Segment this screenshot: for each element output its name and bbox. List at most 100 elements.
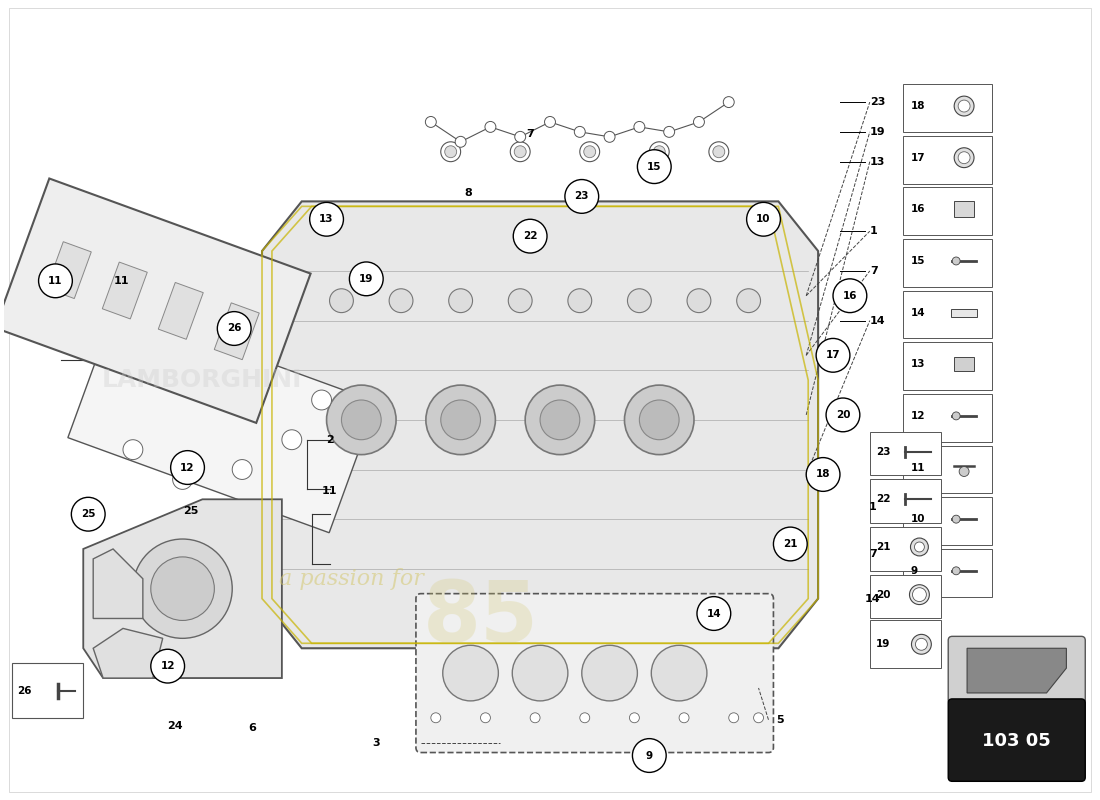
Text: 17: 17	[911, 153, 925, 162]
Text: 16: 16	[911, 204, 925, 214]
Circle shape	[953, 515, 960, 523]
Circle shape	[232, 459, 252, 479]
Circle shape	[953, 412, 960, 420]
Text: 20: 20	[836, 410, 850, 420]
Text: 21: 21	[783, 539, 798, 549]
Circle shape	[540, 400, 580, 440]
Bar	[902, 239, 992, 286]
Text: 11: 11	[48, 276, 63, 286]
Circle shape	[914, 542, 924, 552]
Circle shape	[634, 122, 645, 132]
Bar	[902, 446, 992, 494]
Circle shape	[218, 312, 251, 346]
Circle shape	[151, 650, 185, 683]
Text: 22: 22	[522, 231, 538, 241]
Circle shape	[958, 152, 970, 164]
Bar	[902, 84, 992, 132]
Text: 14: 14	[911, 308, 925, 318]
Polygon shape	[94, 549, 143, 618]
Text: 22: 22	[876, 494, 890, 504]
Text: a passion for: a passion for	[279, 568, 424, 590]
Circle shape	[737, 289, 760, 313]
Circle shape	[444, 146, 456, 158]
Text: 11: 11	[911, 462, 925, 473]
Text: 15: 15	[911, 256, 925, 266]
Circle shape	[954, 96, 974, 116]
Polygon shape	[214, 303, 260, 360]
Bar	[902, 394, 992, 442]
Text: 26: 26	[16, 686, 31, 696]
Text: 1: 1	[870, 226, 878, 236]
Polygon shape	[102, 262, 147, 319]
Circle shape	[584, 146, 596, 158]
Polygon shape	[68, 307, 376, 533]
Circle shape	[123, 440, 143, 459]
Circle shape	[747, 202, 780, 236]
Bar	[12, 663, 84, 718]
Text: 24: 24	[167, 721, 183, 730]
Polygon shape	[94, 629, 163, 678]
Circle shape	[481, 713, 491, 722]
Circle shape	[327, 385, 396, 454]
Text: 26: 26	[227, 323, 242, 334]
Text: 8: 8	[464, 189, 472, 198]
Circle shape	[515, 131, 526, 142]
Text: 1: 1	[869, 502, 877, 512]
Text: 13: 13	[319, 214, 333, 224]
Text: 14: 14	[870, 315, 886, 326]
Circle shape	[958, 100, 970, 112]
Text: 11: 11	[113, 276, 129, 286]
Circle shape	[565, 179, 598, 214]
Bar	[902, 498, 992, 545]
Bar	[902, 187, 992, 235]
FancyBboxPatch shape	[948, 699, 1086, 782]
Text: 25: 25	[81, 510, 96, 519]
Circle shape	[728, 713, 739, 722]
Circle shape	[663, 126, 674, 138]
Text: 5: 5	[777, 714, 784, 725]
Circle shape	[625, 385, 694, 454]
Circle shape	[330, 289, 353, 313]
Circle shape	[913, 588, 926, 602]
Text: 11: 11	[322, 486, 338, 496]
Text: 3: 3	[373, 738, 380, 748]
Bar	[870, 621, 942, 668]
Circle shape	[442, 646, 498, 701]
Text: 16: 16	[843, 290, 857, 301]
Circle shape	[604, 131, 615, 142]
Circle shape	[170, 450, 205, 485]
Bar	[952, 309, 977, 317]
Circle shape	[133, 539, 232, 638]
Circle shape	[341, 400, 382, 440]
Text: 20: 20	[876, 590, 890, 600]
Circle shape	[639, 400, 679, 440]
Circle shape	[568, 289, 592, 313]
Polygon shape	[158, 282, 204, 339]
Text: 14: 14	[865, 594, 881, 604]
Text: 19: 19	[359, 274, 374, 284]
Circle shape	[912, 634, 932, 654]
Text: 13: 13	[870, 157, 886, 166]
Text: 17: 17	[826, 350, 840, 360]
Text: 15: 15	[647, 162, 661, 172]
Circle shape	[582, 646, 637, 701]
Circle shape	[580, 713, 590, 722]
Text: 2: 2	[326, 434, 333, 445]
Polygon shape	[262, 202, 818, 648]
Circle shape	[515, 146, 526, 158]
Circle shape	[954, 148, 974, 168]
Circle shape	[627, 289, 651, 313]
Circle shape	[816, 338, 850, 372]
Text: 10: 10	[757, 214, 771, 224]
Bar	[870, 527, 942, 571]
Circle shape	[510, 142, 530, 162]
Circle shape	[449, 289, 473, 313]
Text: 23: 23	[876, 446, 890, 457]
Circle shape	[806, 458, 840, 491]
Text: 13: 13	[911, 359, 925, 370]
Polygon shape	[46, 242, 91, 298]
Bar	[954, 358, 974, 371]
Text: 7: 7	[526, 129, 534, 139]
Circle shape	[508, 289, 532, 313]
Circle shape	[637, 150, 671, 183]
